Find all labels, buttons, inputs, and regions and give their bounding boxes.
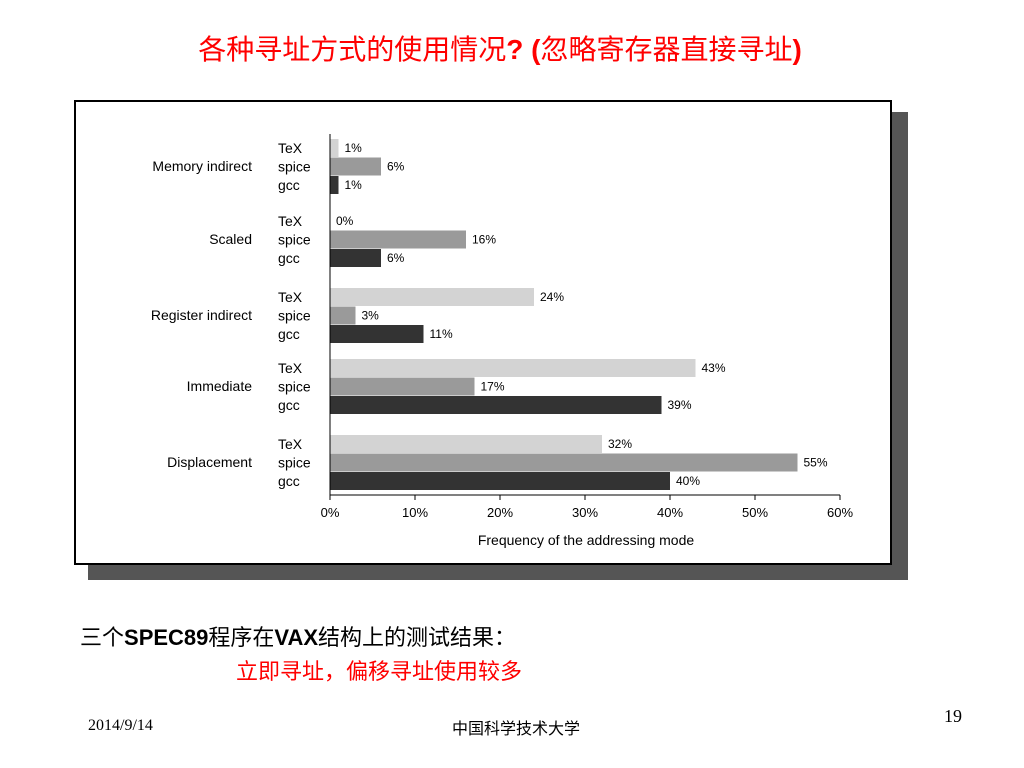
bar-memory-indirect-spice — [330, 157, 381, 176]
x-tick-label: 40% — [657, 505, 683, 520]
data-label: 32% — [608, 437, 632, 451]
slide-title: 各种寻址方式的使用情况? (忽略寄存器直接寻址) — [0, 28, 1000, 68]
caption-bold1: SPEC89 — [124, 625, 209, 650]
series-label-tex: TeX — [278, 289, 303, 305]
bar-immediate-tex — [330, 359, 696, 377]
bar-scaled-spice — [330, 230, 466, 249]
footer-date: 2014/9/14 — [88, 717, 153, 734]
title-part3: 忽略寄存器直接寻址 — [540, 33, 793, 66]
bar-displacement-gcc — [330, 472, 670, 490]
category-label-register-indirect: Register indirect — [151, 307, 252, 323]
bar-register-indirect-tex — [330, 288, 534, 306]
chart-frame: Memory indirect TeX 1% spice 6% gcc 1% Scaled Te… — [74, 100, 892, 565]
series-label-spice: spice — [278, 379, 311, 395]
series-label-gcc: gcc — [278, 326, 300, 342]
data-label: 6% — [387, 160, 405, 174]
bar-scaled-gcc — [330, 249, 381, 267]
series-label-tex: TeX — [278, 140, 303, 156]
bar-immediate-gcc — [330, 396, 662, 414]
data-label: 1% — [345, 141, 363, 155]
data-label: 3% — [362, 309, 380, 323]
caption-mid: 程序在 — [208, 626, 275, 651]
series-label-gcc: gcc — [278, 250, 300, 266]
series-label-spice: spice — [278, 455, 311, 471]
bar-immediate-spice — [330, 377, 475, 396]
bar-memory-indirect-tex — [330, 139, 339, 157]
bar-displacement-tex — [330, 435, 602, 453]
title-part4: ) — [792, 34, 802, 65]
category-label-immediate: Immediate — [187, 378, 253, 394]
bar-memory-indirect-gcc — [330, 176, 339, 194]
series-label-spice: spice — [278, 308, 311, 324]
x-axis-title: Frequency of the addressing mode — [478, 532, 695, 548]
bar-register-indirect-spice — [330, 306, 356, 325]
bar-displacement-spice — [330, 453, 798, 472]
data-label: 0% — [336, 214, 354, 228]
data-label: 40% — [676, 474, 700, 488]
caption: 三个SPEC89程序在VAX结构上的测试结果： — [80, 620, 516, 652]
series-label-spice: spice — [278, 159, 311, 175]
data-label: 11% — [430, 327, 453, 341]
highlight-text: 立即寻址，偏移寻址使用较多 — [236, 660, 523, 685]
caption-suffix: 结构上的测试结果： — [318, 626, 517, 651]
series-label-spice: spice — [278, 232, 311, 248]
bar-register-indirect-gcc — [330, 325, 424, 343]
x-tick-label: 60% — [827, 505, 853, 520]
footer-org: 中国科学技术大学 — [452, 719, 581, 738]
series-label-gcc: gcc — [278, 397, 300, 413]
x-tick-label: 20% — [487, 505, 513, 520]
title-part2: ? ( — [506, 34, 541, 65]
title-part1: 各种寻址方式的使用情况 — [198, 33, 507, 66]
series-label-tex: TeX — [278, 436, 303, 452]
data-label: 24% — [540, 290, 564, 304]
category-label-memory-indirect: Memory indirect — [152, 158, 252, 174]
data-label: 55% — [804, 456, 828, 470]
x-tick-label: 30% — [572, 505, 598, 520]
data-label: 6% — [387, 251, 405, 265]
x-tick-label: 0% — [321, 505, 340, 520]
data-label: 16% — [472, 233, 496, 247]
page-number: 19 — [944, 706, 962, 726]
bar-chart: Memory indirect TeX 1% spice 6% gcc 1% Scaled Te… — [151, 134, 853, 548]
data-label: 1% — [345, 178, 363, 192]
series-label-tex: TeX — [278, 360, 303, 376]
series-label-gcc: gcc — [278, 177, 300, 193]
category-label-scaled: Scaled — [209, 231, 252, 247]
series-label-gcc: gcc — [278, 473, 300, 489]
caption-prefix: 三个 — [80, 626, 125, 651]
data-label: 17% — [481, 380, 505, 394]
data-label: 39% — [668, 398, 692, 412]
x-tick-label: 10% — [402, 505, 428, 520]
category-label-displacement: Displacement — [167, 454, 252, 470]
x-tick-label: 50% — [742, 505, 768, 520]
series-label-tex: TeX — [278, 213, 303, 229]
caption-bold2: VAX — [274, 625, 319, 650]
data-label: 43% — [702, 361, 726, 375]
